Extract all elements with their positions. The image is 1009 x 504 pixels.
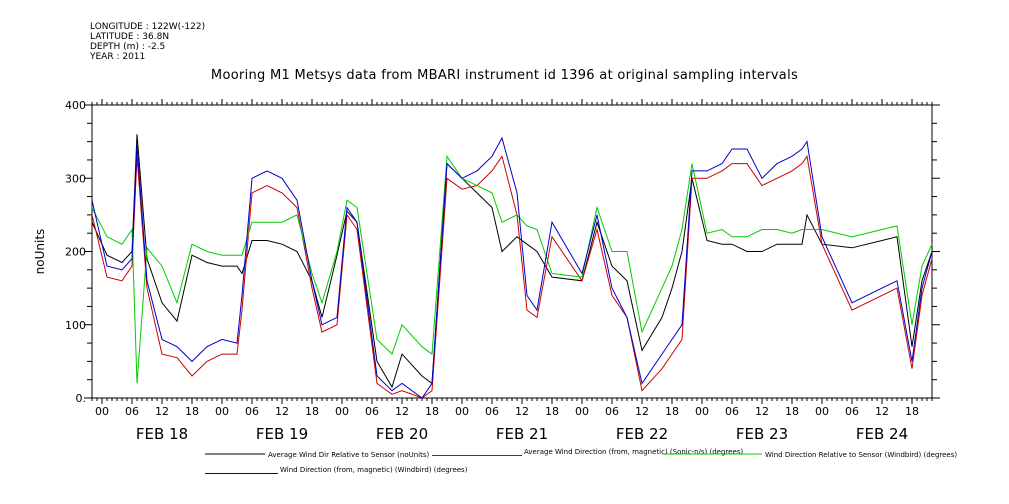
legend-label-4: Wind Direction (from, magnetic) (Windbir… — [280, 466, 468, 474]
x-hour-label: 00 — [95, 405, 109, 418]
y-tick-label: 100 — [65, 319, 86, 332]
x-hour-label: 06 — [605, 405, 619, 418]
x-hour-label: 00 — [695, 405, 709, 418]
x-hour-label: 00 — [455, 405, 469, 418]
series-line-3 — [91, 154, 933, 384]
longitude-label: LONGITUDE : 122W(-122) — [90, 22, 206, 32]
x-hour-label: 00 — [215, 405, 229, 418]
y-axis-label: noUnits — [33, 229, 47, 275]
depth-label: DEPTH (m) : -2.5 — [90, 42, 166, 52]
x-hour-label: 12 — [755, 405, 769, 418]
x-day-label: FEB 24 — [856, 425, 908, 443]
x-hour-label: 18 — [545, 405, 559, 418]
chart-title: Mooring M1 Metsys data from MBARI instru… — [210, 68, 799, 83]
x-hour-label: 00 — [575, 405, 589, 418]
x-day-label: FEB 23 — [736, 425, 788, 443]
x-hour-label: 06 — [845, 405, 859, 418]
x-hour-label: 12 — [395, 405, 409, 418]
x-hour-label: 06 — [245, 405, 259, 418]
x-hour-label: 18 — [785, 405, 799, 418]
x-hour-label: 12 — [875, 405, 889, 418]
y-tick-label: 0. — [76, 392, 87, 405]
x-hour-label: 18 — [665, 405, 679, 418]
x-day-label: FEB 20 — [376, 425, 428, 443]
y-tick-label: 200 — [65, 246, 86, 259]
year-label: YEAR : 2011 — [90, 52, 146, 62]
y-tick-label: 300 — [65, 172, 86, 185]
x-hour-label: 06 — [725, 405, 739, 418]
x-hour-label: 12 — [515, 405, 529, 418]
x-hour-label: 00 — [815, 405, 829, 418]
x-hour-label: 06 — [365, 405, 379, 418]
y-tick-label: 400 — [65, 99, 86, 112]
x-hour-label: 18 — [185, 405, 199, 418]
x-day-label: FEB 21 — [496, 425, 548, 443]
x-hour-label: 12 — [635, 405, 649, 418]
series-line-4 — [91, 136, 933, 399]
x-hour-label: 18 — [425, 405, 439, 418]
legend-label-2: Average Wind Direction (from, magnetic) … — [524, 448, 743, 456]
plot-frame — [91, 104, 933, 399]
series-line-2 — [91, 154, 933, 399]
x-hour-label: 12 — [275, 405, 289, 418]
legend-label-1: Average Wind Dir Relative to Sensor (noU… — [268, 451, 429, 459]
station-info: LONGITUDE : 122W(-122) LATITUDE : 36.8N … — [90, 22, 205, 62]
x-hour-label: 00 — [335, 405, 349, 418]
x-hour-label: 06 — [125, 405, 139, 418]
x-hour-label: 18 — [905, 405, 919, 418]
x-hour-label: 06 — [485, 405, 499, 418]
series-line-1 — [91, 134, 933, 389]
x-day-label: FEB 18 — [136, 425, 188, 443]
x-day-label: FEB 19 — [256, 425, 308, 443]
legend-label-3: Wind Direction Relative to Sensor (Windb… — [765, 451, 957, 459]
x-hour-label: 12 — [155, 405, 169, 418]
latitude-label: LATITUDE : 36.8N — [90, 32, 170, 42]
x-hour-label: 18 — [305, 405, 319, 418]
x-day-label: FEB 22 — [616, 425, 668, 443]
